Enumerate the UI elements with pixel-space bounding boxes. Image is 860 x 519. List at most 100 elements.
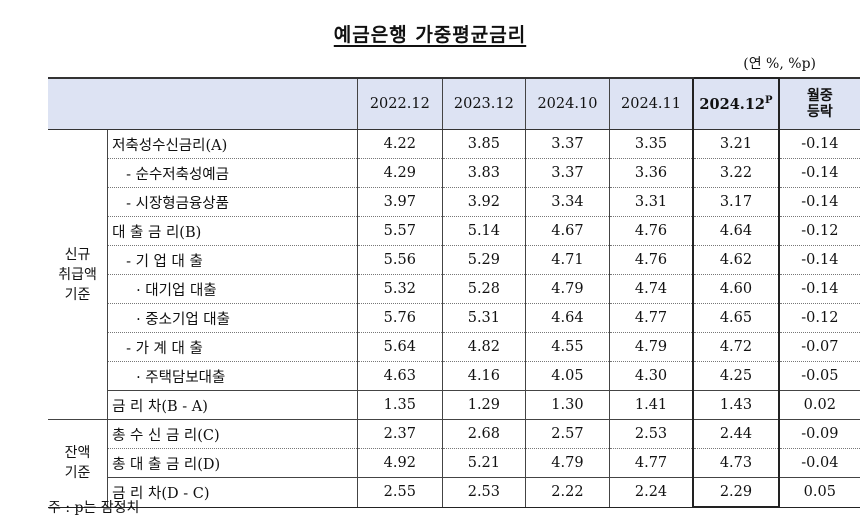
header-blank bbox=[48, 77, 359, 130]
cell: 4.16 bbox=[442, 361, 527, 391]
cell-change: -0.12 bbox=[778, 216, 860, 246]
table-row: - 시장형금융상품 3.97 3.92 3.34 3.31 3.17 -0.14 bbox=[48, 187, 860, 217]
cell: 4.29 bbox=[357, 158, 443, 188]
cell: 1.30 bbox=[525, 390, 610, 420]
cell-change: -0.04 bbox=[778, 448, 860, 478]
cell: 4.74 bbox=[609, 274, 694, 304]
row-label: 금 리 차(B - A) bbox=[107, 390, 359, 420]
cell-change: -0.14 bbox=[778, 187, 860, 217]
cell: 3.92 bbox=[442, 187, 527, 217]
cell: 1.29 bbox=[442, 390, 527, 420]
group-label-balance: 잔액 기준 bbox=[48, 419, 109, 508]
cell-highlight: 1.43 bbox=[692, 390, 780, 420]
row-label: 대 출 금 리(B) bbox=[107, 216, 359, 246]
cell: 3.37 bbox=[525, 129, 610, 159]
cell: 4.67 bbox=[525, 216, 610, 246]
cell: 4.55 bbox=[525, 332, 610, 362]
cell-highlight: 3.21 bbox=[692, 129, 780, 159]
unit-note: (연 %, %p) bbox=[743, 56, 816, 72]
cell: 5.31 bbox=[442, 303, 527, 333]
cell-change: -0.14 bbox=[778, 274, 860, 304]
cell: 3.83 bbox=[442, 158, 527, 188]
table-row: 신규 취급액 기준 저축성수신금리(A) 4.22 3.85 3.37 3.35 3… bbox=[48, 129, 860, 420]
cell: 4.79 bbox=[525, 448, 610, 478]
cell: 2.68 bbox=[442, 419, 527, 449]
table-row: - 기 업 대 출 5.56 5.29 4.71 4.76 4.62 -0.14 bbox=[48, 245, 860, 275]
cell: 4.77 bbox=[609, 303, 694, 333]
cell-highlight: 3.22 bbox=[692, 158, 780, 188]
table-row: 잔액 기준 총 수 신 금 리(C) 2.37 2.68 2.57 2.53 2.… bbox=[48, 419, 860, 508]
row-label: · 주택담보대출 bbox=[107, 361, 359, 391]
cell: 2.22 bbox=[525, 477, 610, 508]
col-header: 2022.12 bbox=[357, 77, 443, 130]
cell: 3.37 bbox=[525, 158, 610, 188]
row-label: 총 수 신 금 리(C) bbox=[107, 419, 359, 449]
cell-change: -0.14 bbox=[778, 245, 860, 275]
cell-change: -0.09 bbox=[778, 419, 860, 449]
page-title: 예금은행 가중평균금리 bbox=[333, 24, 527, 46]
cell: 5.14 bbox=[442, 216, 527, 246]
row-label: - 시장형금융상품 bbox=[107, 187, 359, 217]
group-label-new: 신규 취급액 기준 bbox=[48, 129, 109, 420]
cell-highlight: 4.65 bbox=[692, 303, 780, 333]
cell: 4.82 bbox=[442, 332, 527, 362]
cell: 4.79 bbox=[609, 332, 694, 362]
table-row: - 순수저축성예금 4.29 3.83 3.37 3.36 3.22 -0.14 bbox=[48, 158, 860, 188]
cell: 2.55 bbox=[357, 477, 443, 508]
cell: 2.53 bbox=[609, 419, 694, 449]
cell-change: -0.05 bbox=[778, 361, 860, 391]
cell: 5.56 bbox=[357, 245, 443, 275]
cell: 2.57 bbox=[525, 419, 610, 449]
cell: 5.21 bbox=[442, 448, 527, 478]
cell-change: 0.02 bbox=[778, 390, 860, 420]
header-row: 2022.12 2023.12 2024.10 2024.11 2024.12P… bbox=[48, 77, 860, 130]
row-label: · 대기업 대출 bbox=[107, 274, 359, 304]
table-row: · 대기업 대출 5.32 5.28 4.79 4.74 4.60 -0.14 bbox=[48, 274, 860, 304]
col-header: 2023.12 bbox=[442, 77, 527, 130]
row-label: - 순수저축성예금 bbox=[107, 158, 359, 188]
cell-change: 0.05 bbox=[778, 477, 860, 508]
cell: 3.97 bbox=[357, 187, 443, 217]
cell: 5.57 bbox=[357, 216, 443, 246]
col-header-highlight: 2024.12P bbox=[692, 77, 780, 130]
cell: 5.32 bbox=[357, 274, 443, 304]
cell: 1.35 bbox=[357, 390, 443, 420]
cell: 4.63 bbox=[357, 361, 443, 391]
cell: 3.31 bbox=[609, 187, 694, 217]
cell: 5.29 bbox=[442, 245, 527, 275]
cell: 2.24 bbox=[609, 477, 694, 508]
cell: 4.22 bbox=[357, 129, 443, 159]
cell: 2.37 bbox=[357, 419, 443, 449]
cell: 4.79 bbox=[525, 274, 610, 304]
cell-change: -0.07 bbox=[778, 332, 860, 362]
cell: 4.77 bbox=[609, 448, 694, 478]
row-label: 저축성수신금리(A) bbox=[107, 129, 359, 159]
cell: 1.41 bbox=[609, 390, 694, 420]
cell: 4.76 bbox=[609, 216, 694, 246]
row-label: 총 대 출 금 리(D) bbox=[107, 448, 359, 478]
cell-highlight: 4.25 bbox=[692, 361, 780, 391]
cell: 4.64 bbox=[525, 303, 610, 333]
table-row: 대 출 금 리(B) 5.57 5.14 4.67 4.76 4.64 -0.1… bbox=[48, 216, 860, 246]
cell: 4.05 bbox=[525, 361, 610, 391]
table-row: · 주택담보대출 4.63 4.16 4.05 4.30 4.25 -0.05 bbox=[48, 361, 860, 391]
cell: 5.76 bbox=[357, 303, 443, 333]
cell: 4.71 bbox=[525, 245, 610, 275]
cell-highlight: 4.62 bbox=[692, 245, 780, 275]
cell: 5.28 bbox=[442, 274, 527, 304]
table-row: 금 리 차(D - C) 2.55 2.53 2.22 2.24 2.29 0.… bbox=[48, 477, 860, 508]
row-label: - 가 계 대 출 bbox=[107, 332, 359, 362]
footnote: 주 : p는 잠정치 bbox=[48, 500, 140, 516]
cell-highlight: 4.73 bbox=[692, 448, 780, 478]
table-row: · 중소기업 대출 5.76 5.31 4.64 4.77 4.65 -0.12 bbox=[48, 303, 860, 333]
cell-change: -0.14 bbox=[778, 129, 860, 159]
cell-change: -0.14 bbox=[778, 158, 860, 188]
table-row: 금 리 차(B - A) 1.35 1.29 1.30 1.41 1.43 0.… bbox=[48, 390, 860, 420]
cell-highlight: 4.64 bbox=[692, 216, 780, 246]
cell: 3.34 bbox=[525, 187, 610, 217]
cell: 3.35 bbox=[609, 129, 694, 159]
cell: 4.76 bbox=[609, 245, 694, 275]
interest-rate-table: 2022.12 2023.12 2024.10 2024.11 2024.12P… bbox=[48, 77, 860, 508]
col-header-change: 월중 등락 bbox=[778, 77, 860, 130]
col-header: 2024.11 bbox=[609, 77, 694, 130]
